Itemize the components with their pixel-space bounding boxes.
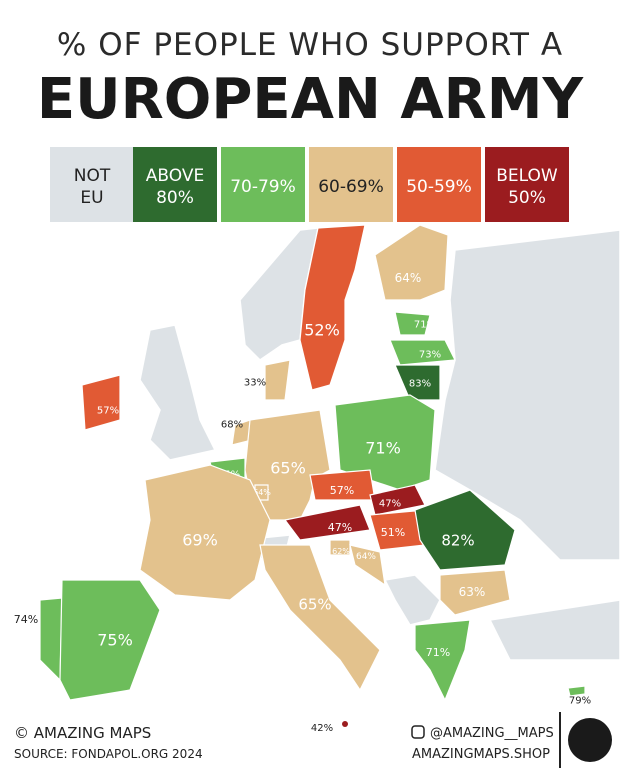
country-label: 73%: [419, 350, 441, 361]
legend-swatch: [133, 147, 217, 222]
title-line2: EUROPEAN ARMY: [37, 67, 585, 132]
country: [439, 569, 511, 616]
legend-swatch: [309, 147, 393, 222]
country-label: 57%: [330, 484, 354, 497]
legend-label: ABOVE: [146, 166, 204, 186]
country-label: 68%: [221, 420, 243, 431]
source: SOURCE: FONDAPOL.ORG 2024: [14, 747, 203, 761]
country: [39, 597, 63, 682]
country-label: 64%: [395, 271, 422, 285]
non-eu-land: [139, 227, 620, 661]
country: [369, 484, 426, 516]
country: [334, 394, 436, 491]
country-label: 62%: [332, 547, 350, 556]
logo: [568, 718, 612, 762]
country: [389, 339, 456, 366]
legend-label: EU: [80, 188, 103, 208]
country-label: 71%: [426, 646, 450, 659]
country: [81, 374, 121, 431]
country-label: 64%: [356, 552, 376, 562]
country: [349, 544, 386, 587]
country-label: 51%: [381, 526, 405, 539]
legend-label: 50-59%: [406, 177, 472, 197]
social-icon: [411, 725, 425, 739]
country: [414, 619, 471, 702]
country: [394, 311, 431, 336]
country: [374, 224, 449, 301]
social: @AMAZING__MAPS: [430, 726, 554, 741]
country-label: 65%: [270, 459, 306, 478]
country-label: 71%: [365, 439, 401, 458]
country-label: 47%: [328, 521, 352, 534]
brand: © AMAZING MAPS: [14, 724, 151, 742]
legend-label: 80%: [156, 188, 194, 208]
legend-label: 50%: [508, 188, 546, 208]
legend-label: 60-69%: [318, 177, 384, 197]
country-label: 83%: [409, 379, 431, 390]
legend-swatch: [221, 147, 305, 222]
country-label: 47%: [379, 499, 401, 510]
country: [342, 721, 348, 727]
country-label: 82%: [441, 531, 474, 549]
country-label: 69%: [182, 531, 218, 550]
site: AMAZINGMAPS.SHOP: [412, 747, 550, 762]
country: [59, 579, 161, 701]
country-label: 79%: [569, 696, 591, 707]
country-label: 75%: [97, 631, 133, 650]
country: [299, 224, 366, 391]
legend-swatch: [50, 147, 134, 222]
country: [414, 489, 516, 571]
country: [394, 364, 441, 401]
legend-label: 70-79%: [230, 177, 296, 197]
country-label: 63%: [459, 585, 486, 599]
title-line1: % OF PEOPLE WHO SUPPORT A: [57, 27, 563, 63]
country-label: 42%: [311, 723, 333, 734]
country: [139, 464, 271, 601]
country-label: 33%: [244, 378, 266, 389]
country: [567, 685, 586, 697]
country-label: 74%: [14, 613, 38, 626]
country-label: 52%: [304, 321, 340, 340]
country: [329, 539, 351, 556]
country-label: 65%: [298, 595, 331, 613]
country-label: 71%: [414, 320, 436, 331]
country: [264, 359, 291, 401]
country: [283, 504, 371, 541]
country-label: 64%: [253, 488, 271, 497]
legend-label: BELOW: [496, 166, 558, 186]
legend-swatch: [485, 147, 569, 222]
country: [259, 544, 381, 692]
legend-swatch: [397, 147, 481, 222]
country-label: 57%: [97, 406, 119, 417]
legend-label: NOT: [74, 166, 111, 186]
